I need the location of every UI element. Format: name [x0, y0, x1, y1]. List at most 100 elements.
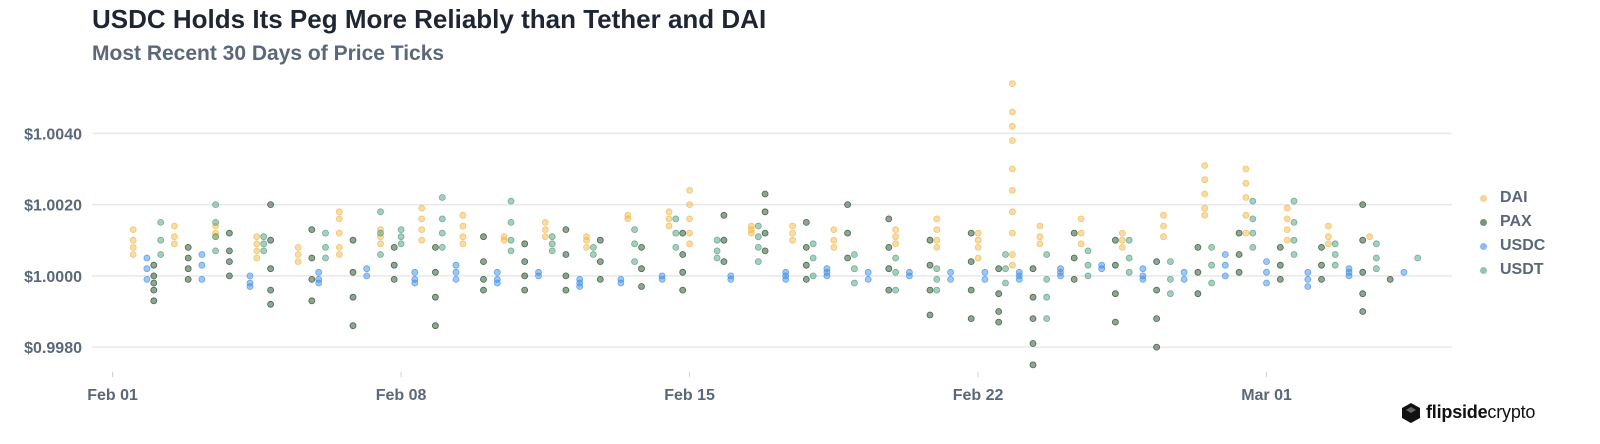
data-point-pax: [679, 268, 687, 276]
data-point-usdt: [754, 233, 762, 241]
data-point-dai: [974, 243, 982, 251]
data-point-dai: [418, 226, 426, 234]
data-point-dai: [541, 218, 549, 226]
data-point-usdc: [452, 261, 460, 269]
data-point-pax: [521, 240, 529, 248]
data-point-usdt: [933, 275, 941, 283]
data-point-pax: [1235, 268, 1243, 276]
data-point-pax: [967, 286, 975, 294]
data-point-dai: [541, 233, 549, 241]
data-point-pax: [926, 311, 934, 319]
data-point-dai: [1201, 204, 1209, 212]
legend-label-pax: PAX: [1500, 213, 1532, 230]
data-point-pax: [480, 286, 487, 294]
data-point-usdc: [246, 283, 254, 290]
data-point-usdc: [493, 279, 501, 287]
legend-item-usdc: USDC: [1480, 234, 1545, 258]
data-point-usdt: [157, 251, 165, 258]
flipside-logo-icon: [1402, 402, 1420, 423]
data-point-usdt: [851, 251, 858, 258]
data-point-usdc: [1139, 275, 1147, 283]
data-point-usdt: [1249, 243, 1257, 251]
data-point-pax: [967, 315, 975, 323]
data-point-pax: [1153, 258, 1160, 266]
data-point-dai: [1036, 233, 1044, 241]
data-point-dai: [974, 254, 982, 262]
data-point-dai: [789, 229, 796, 237]
data-point-dai: [1325, 222, 1332, 230]
data-point-usdc: [315, 268, 323, 276]
data-point-usdt: [438, 229, 446, 237]
data-point-pax: [1194, 243, 1202, 251]
data-point-usdt: [260, 240, 268, 248]
data-point-usdt: [1331, 261, 1339, 269]
data-point-pax: [638, 265, 645, 273]
data-point-dai: [892, 226, 899, 234]
data-point-pax: [802, 275, 810, 283]
data-point-pax: [926, 261, 934, 269]
data-point-pax: [967, 229, 975, 237]
data-point-dai: [418, 236, 426, 244]
data-point-pax: [1235, 251, 1243, 258]
data-point-pax: [1112, 261, 1119, 269]
data-point-usdt: [507, 236, 515, 244]
data-point-pax: [761, 190, 769, 198]
data-point-dai: [335, 215, 343, 223]
data-point-pax: [720, 236, 728, 244]
data-point-dai: [1118, 243, 1126, 251]
data-point-usdt: [1290, 218, 1298, 226]
data-point-dai: [830, 226, 838, 234]
data-point-dai: [335, 208, 343, 216]
data-point-usdt: [1208, 261, 1215, 269]
data-point-usdt: [809, 240, 817, 248]
data-point-usdt: [322, 229, 329, 237]
data-point-usdt: [933, 286, 941, 294]
data-point-pax: [431, 268, 439, 276]
data-point-pax: [1070, 254, 1078, 262]
data-point-pax: [431, 243, 439, 251]
data-point-dai: [418, 215, 426, 223]
data-point-usdt: [1208, 279, 1215, 287]
data-point-usdt: [548, 240, 556, 248]
data-point-usdc: [411, 268, 419, 276]
data-point-pax: [1359, 290, 1367, 298]
data-point-pax: [480, 233, 487, 241]
data-point-pax: [390, 243, 398, 251]
data-point-usdc: [1221, 261, 1229, 269]
data-point-usdt: [851, 265, 858, 273]
data-point-usdc: [981, 275, 989, 283]
data-point-usdc: [658, 275, 666, 283]
data-point-usdc: [1304, 275, 1312, 283]
data-point-dai: [1009, 208, 1016, 216]
data-point-pax: [521, 258, 529, 266]
data-point-pax: [995, 318, 1003, 326]
data-point-usdt: [322, 243, 329, 251]
data-point-pax: [562, 286, 570, 294]
data-point-usdc: [493, 268, 501, 276]
legend-label-dai: DAI: [1500, 189, 1528, 206]
data-point-dai: [1283, 215, 1291, 223]
data-point-pax: [596, 236, 604, 244]
data-point-usdc: [1263, 258, 1270, 266]
data-point-pax: [802, 243, 810, 251]
data-point-usdc: [1180, 268, 1188, 276]
data-point-pax: [349, 268, 357, 276]
data-point-dai: [892, 240, 899, 248]
data-point-dai: [335, 243, 343, 251]
data-point-pax: [802, 261, 810, 269]
legend-item-usdt: USDT: [1480, 258, 1545, 282]
data-point-dai: [500, 236, 508, 244]
data-point-pax: [390, 261, 398, 269]
data-point-dai: [789, 222, 796, 230]
data-point-pax: [720, 211, 728, 219]
data-point-dai: [1325, 233, 1332, 241]
legend-item-dai: DAI: [1480, 186, 1545, 210]
data-point-usdc: [1345, 272, 1353, 280]
data-point-pax: [480, 258, 487, 266]
data-point-pax: [267, 286, 275, 294]
data-point-pax: [1194, 268, 1202, 276]
data-point-dai: [686, 186, 693, 194]
data-point-usdc: [864, 268, 872, 276]
brand-logo: flipsidecrypto: [1402, 402, 1535, 423]
data-point-dai: [294, 258, 302, 266]
